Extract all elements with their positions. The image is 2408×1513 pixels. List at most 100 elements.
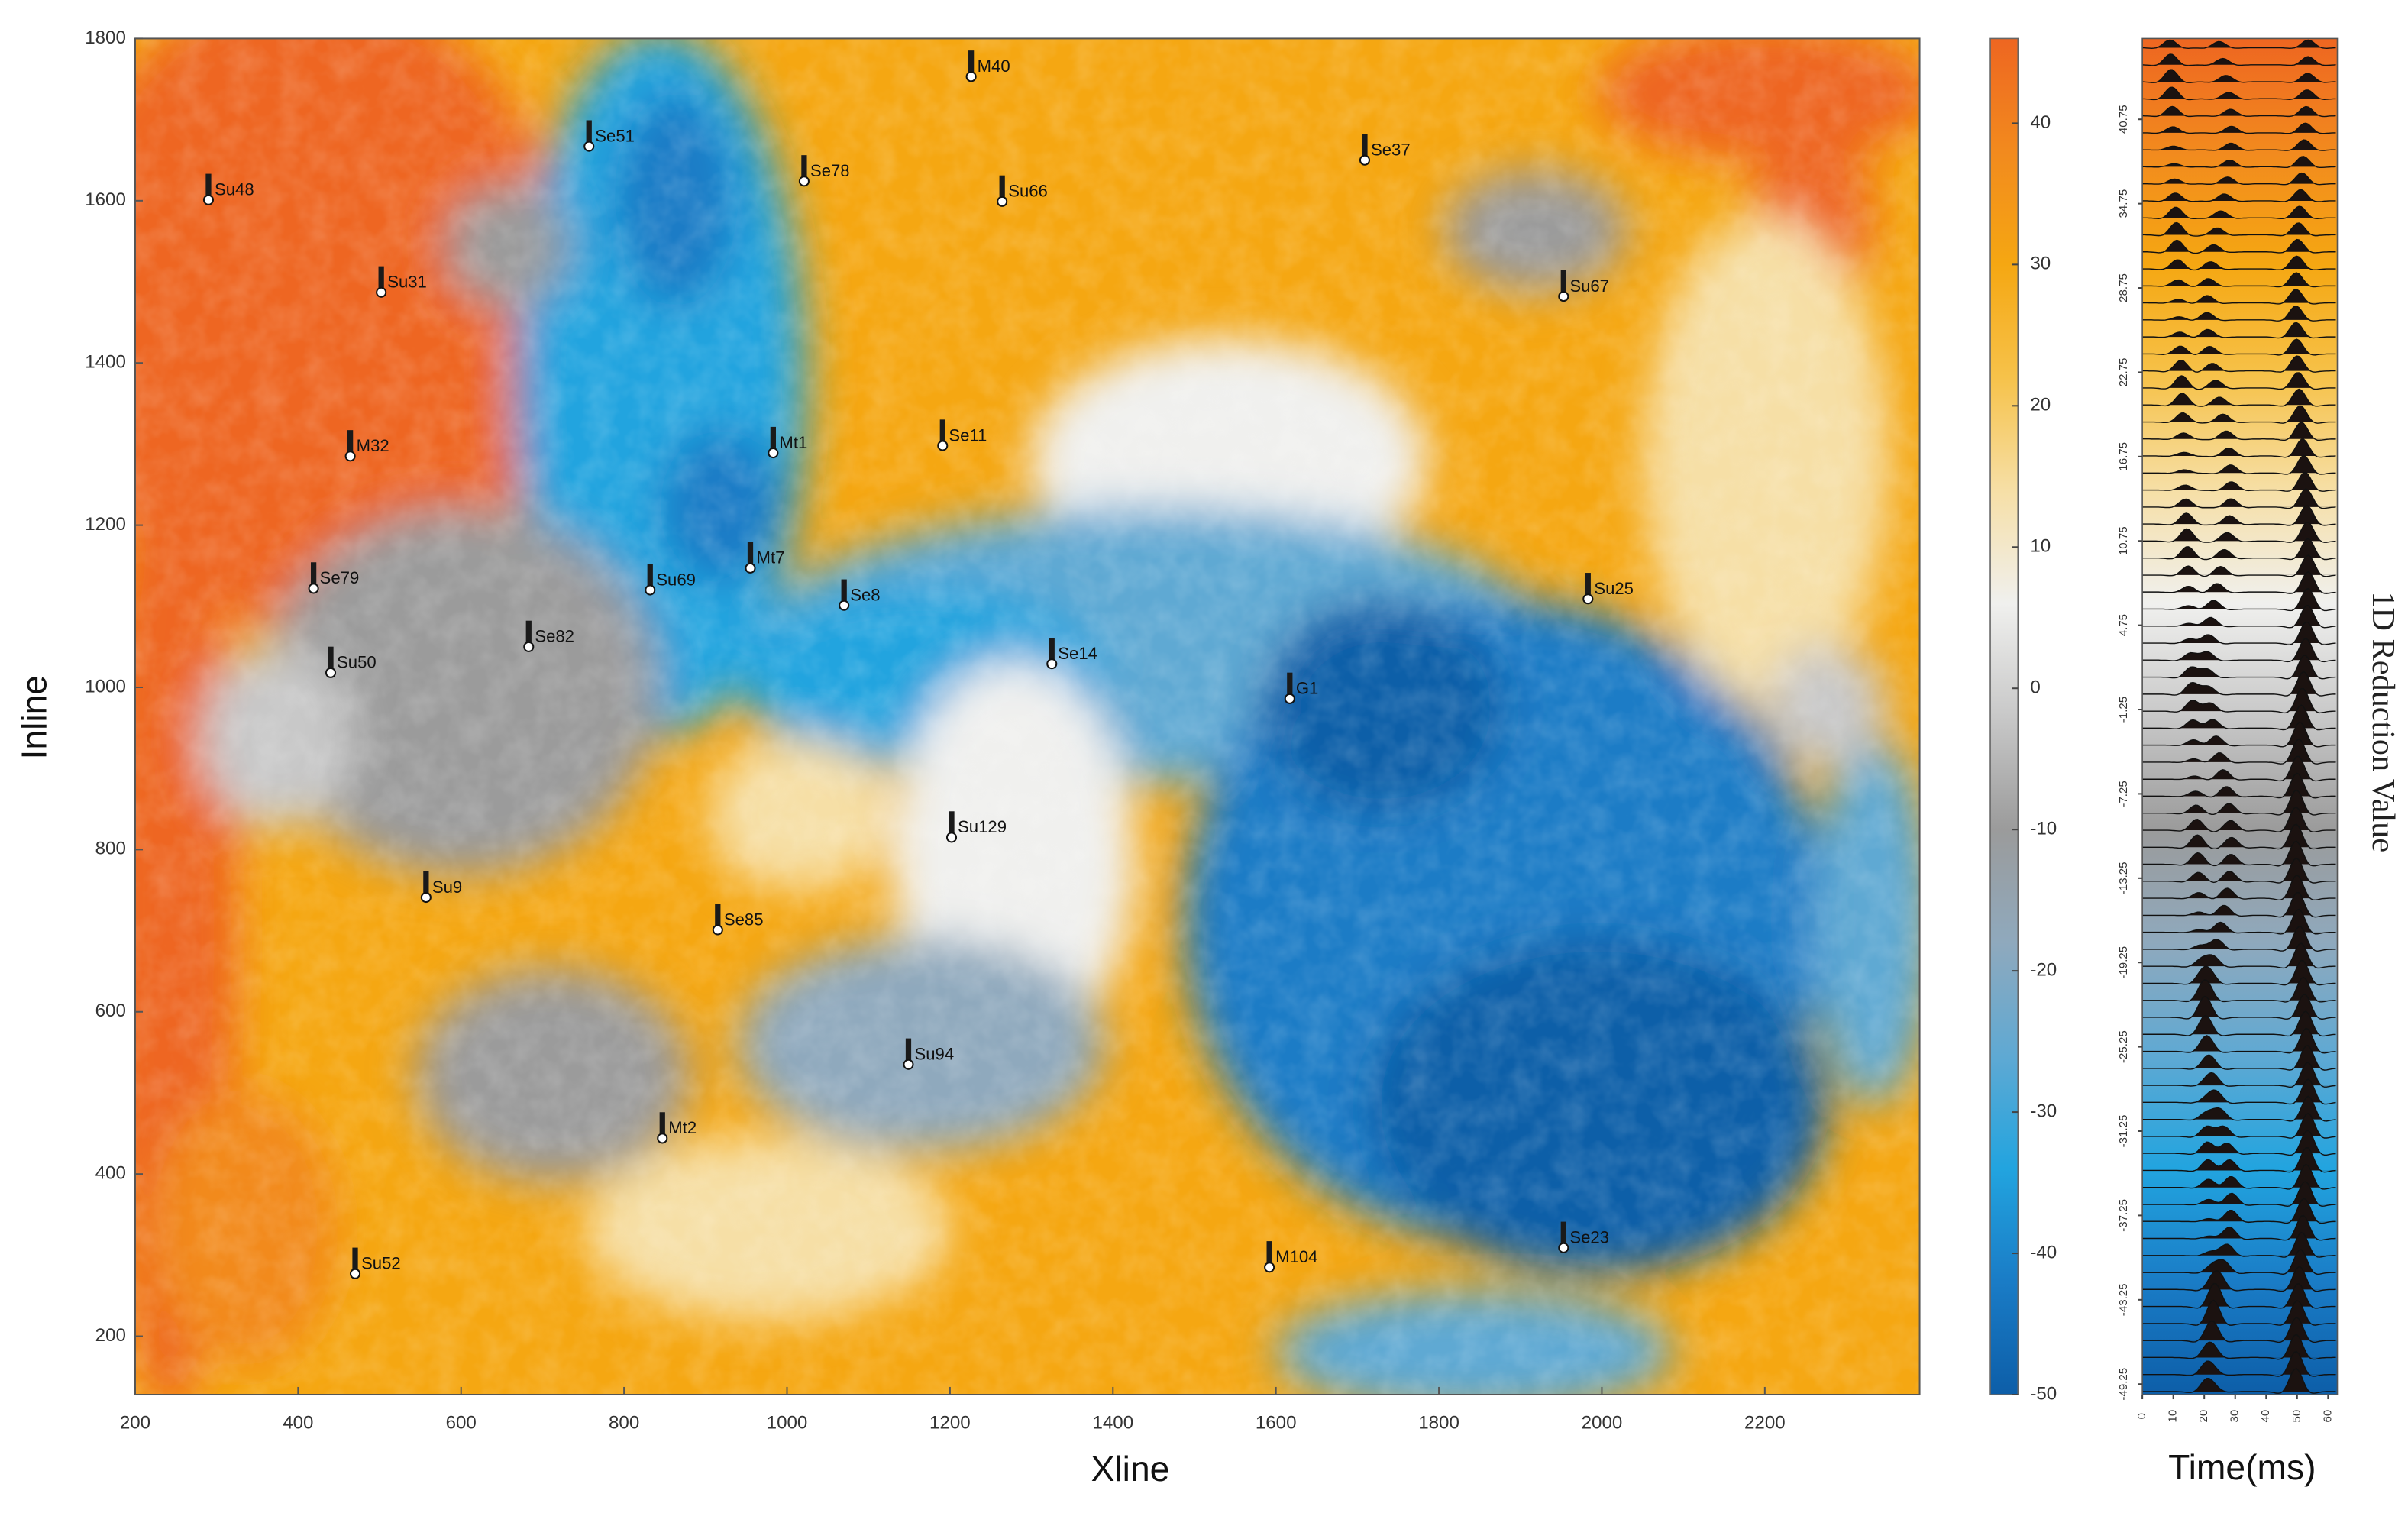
trace-fill [2142, 339, 2338, 354]
x-tick-label: 2000 [1582, 1413, 1623, 1434]
trace-fill [2142, 722, 2338, 745]
well-label: Se79 [320, 568, 360, 587]
trace-fill [2142, 1334, 2338, 1358]
trace-fill [2142, 943, 2338, 967]
trace-y-tick-label: 28.75 [2117, 273, 2130, 302]
trace-fill [2142, 222, 2338, 235]
trace-fill [2142, 1198, 2338, 1222]
well-stem [1585, 573, 1591, 595]
trace-fill [2142, 1079, 2338, 1103]
well-stem [328, 646, 334, 668]
trace-fill [2142, 489, 2338, 507]
trace-line [2142, 405, 2336, 424]
well [997, 196, 1008, 207]
map-grain [134, 38, 1920, 1395]
well-label: Su94 [915, 1045, 955, 1064]
trace-fill [2142, 53, 2338, 65]
trace-line [2142, 1249, 2336, 1275]
trace-x-tick-label: 60 [2321, 1410, 2334, 1423]
well-stem [1560, 270, 1566, 293]
trace-line [2142, 638, 2336, 663]
well-stem [999, 175, 1005, 197]
trace-fill [2142, 1062, 2338, 1086]
trace-fill [2142, 824, 2338, 848]
trace-line [2142, 926, 2336, 952]
trace-line [2142, 322, 2336, 339]
trace-x-tick-label: 50 [2290, 1410, 2303, 1423]
x-tick-label: 400 [283, 1413, 313, 1434]
x-tick-label: 1800 [1418, 1413, 1459, 1434]
trace-x-tick-label: 10 [2167, 1410, 2180, 1423]
well-label: Mt1 [779, 433, 807, 452]
trace-line [2142, 908, 2336, 935]
well [1359, 154, 1371, 166]
attribute-map [134, 38, 1920, 1395]
well-stem [647, 564, 653, 586]
well-label: Su9 [432, 878, 462, 897]
well-stem [905, 1038, 912, 1060]
x-tick-label: 1400 [1092, 1413, 1133, 1434]
trace-fill [2142, 875, 2338, 899]
trace-line [2142, 53, 2336, 66]
trace-line [2142, 1299, 2336, 1326]
colorbar-tick-label: 20 [2030, 395, 2051, 415]
trace-fill [2142, 1250, 2338, 1273]
well-label: Mt7 [757, 548, 785, 567]
trace-fill [2142, 1147, 2338, 1171]
well-stem [1266, 1241, 1272, 1263]
trace-fill [2142, 994, 2338, 1017]
well-label: Se14 [1058, 644, 1097, 663]
x-tick-label: 2200 [1744, 1413, 1786, 1434]
well-label: Su48 [215, 180, 254, 199]
well-label: Se11 [949, 425, 987, 445]
well-label: Se37 [1371, 141, 1411, 160]
trace-fill [2142, 588, 2338, 609]
trace-line [2142, 857, 2336, 884]
trace-fill [2142, 671, 2338, 694]
trace-line [2142, 604, 2336, 629]
trace-line [2142, 959, 2336, 986]
trace-line [2142, 1095, 2336, 1122]
colorbar [1989, 37, 2019, 1395]
trace-line [2142, 1198, 2336, 1224]
trace-line [2142, 1334, 2336, 1360]
trace-line [2142, 355, 2336, 373]
trace-fill [2142, 273, 2338, 286]
trace-x-tick-label: 30 [2229, 1410, 2242, 1423]
trace-line [2142, 1214, 2336, 1241]
trace-y-tick-label: 22.75 [2117, 358, 2130, 387]
trace-y-tick-label: 10.75 [2117, 526, 2130, 555]
trace-fill [2142, 1317, 2338, 1341]
trace-fill [2142, 705, 2338, 729]
trace-line [2142, 1045, 2336, 1071]
trace-line [2142, 538, 2336, 561]
trace-line [2142, 1078, 2336, 1105]
well-stem [1049, 638, 1055, 660]
well-label: M104 [1275, 1247, 1317, 1266]
trace-line [2142, 438, 2336, 458]
trace-y-label: 1D Reduction Value [2365, 591, 2401, 852]
well [1264, 1262, 1275, 1273]
trace-line [2142, 139, 2336, 151]
trace-line [2142, 1181, 2336, 1207]
trace-line [2142, 338, 2336, 356]
well [349, 1268, 361, 1279]
well-stem [525, 620, 532, 642]
well-stem [205, 173, 212, 196]
colorbar-tick-label: -40 [2030, 1242, 2057, 1262]
well [583, 141, 595, 152]
well-label: Se78 [810, 161, 850, 180]
colorbar-tick-label: 30 [2030, 254, 2051, 274]
trace-line [2142, 86, 2336, 101]
well-label: M40 [978, 57, 1010, 76]
well [745, 562, 756, 574]
well-stem [770, 426, 776, 449]
well-stem [949, 811, 955, 833]
trace-line [2142, 875, 2336, 901]
trace-fill [2142, 688, 2338, 712]
trace-line [2142, 69, 2336, 83]
trace-line [2142, 571, 2336, 594]
y-tick-label: 400 [95, 1163, 126, 1184]
trace-fill [2142, 1351, 2338, 1375]
well [712, 924, 723, 936]
